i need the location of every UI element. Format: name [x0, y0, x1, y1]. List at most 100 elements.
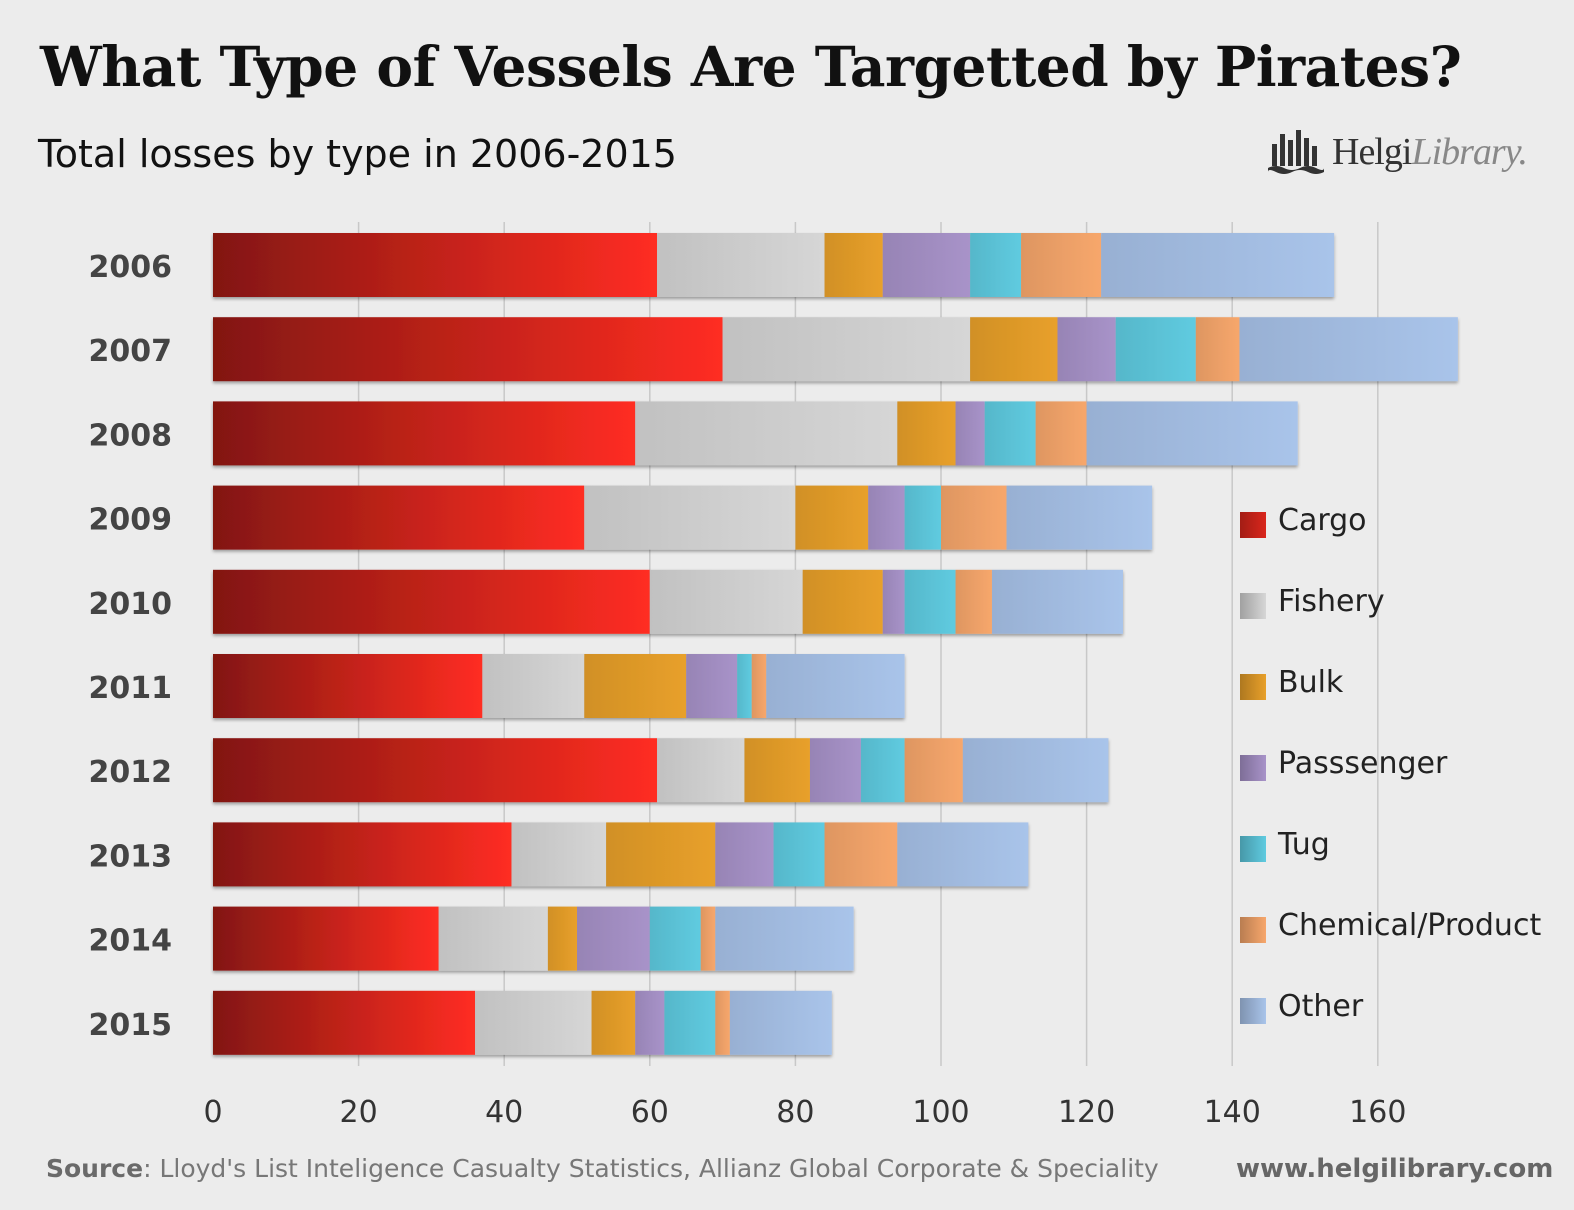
- bar-segment-bulk-2010: [802, 569, 883, 634]
- legend-swatch: [1240, 512, 1266, 538]
- bar-segment-cargo-2010: [213, 569, 650, 634]
- legend-label: Tug: [1278, 826, 1330, 862]
- bar-2014: [213, 906, 854, 971]
- legend-swatch: [1240, 917, 1266, 943]
- legend-item: Bulk: [1240, 664, 1343, 700]
- x-tick-label: 120: [1058, 1095, 1115, 1130]
- bar-segment-passsenger-2012: [809, 738, 861, 803]
- bar-segment-fishery-2011: [482, 654, 585, 718]
- bar-segment-chemical-product-2008: [1035, 401, 1087, 466]
- bar-segment-other-2006: [1101, 233, 1335, 297]
- y-tick-label: 2015: [89, 1008, 173, 1043]
- legend-label: Other: [1278, 988, 1364, 1024]
- legend-swatch: [1240, 836, 1266, 862]
- bar-segment-tug-2012: [860, 738, 905, 803]
- bar-segment-bulk-2012: [744, 738, 810, 803]
- legend-swatch: [1240, 593, 1266, 619]
- helgilibrary-logo: HelgiLibrary.: [1266, 126, 1528, 178]
- bar-2015: [213, 990, 832, 1055]
- x-tick-label: 20: [340, 1095, 378, 1130]
- legend-item: Fishery: [1240, 583, 1385, 619]
- bar-segment-passsenger-2011: [686, 654, 738, 718]
- bar-segment-cargo-2006: [213, 233, 658, 297]
- bar-segment-cargo-2015: [213, 990, 476, 1055]
- bar-segment-other-2010: [991, 569, 1123, 634]
- bar-segment-other-2015: [729, 990, 832, 1055]
- y-tick-label: 2010: [89, 587, 173, 622]
- legend-label: Fishery: [1278, 583, 1385, 619]
- bar-segment-other-2012: [962, 738, 1109, 803]
- bar-segment-passsenger-2015: [635, 990, 665, 1055]
- bar-2012: [213, 738, 1109, 803]
- legend-label: Bulk: [1278, 664, 1344, 700]
- bar-segment-bulk-2007: [970, 317, 1058, 382]
- y-tick-label: 2008: [89, 418, 173, 453]
- bar-segment-chemical-product-2007: [1195, 317, 1240, 382]
- legend-swatch: [1240, 998, 1266, 1024]
- bar-segment-other-2007: [1239, 317, 1458, 382]
- bar-segment-fishery-2006: [657, 233, 825, 297]
- y-tick-label: 2012: [89, 755, 173, 790]
- y-tick-label: 2009: [89, 503, 173, 538]
- x-tick-label: 160: [1349, 1095, 1406, 1130]
- bar-segment-other-2011: [766, 654, 905, 718]
- chart-subtitle: Total losses by type in 2006-2015: [38, 132, 677, 176]
- bar-segment-tug-2008: [984, 401, 1036, 466]
- bar-segment-chemical-product-2010: [955, 569, 992, 634]
- bar-segment-cargo-2008: [213, 401, 636, 466]
- y-tick-label: 2006: [89, 250, 173, 285]
- legend-item: Other: [1240, 988, 1363, 1024]
- bar-segment-bulk-2013: [606, 822, 716, 887]
- bar-segment-bulk-2014: [547, 906, 577, 971]
- bar-segment-chemical-product-2015: [715, 990, 730, 1055]
- bar-segment-cargo-2014: [213, 906, 439, 971]
- bar-segment-passsenger-2008: [955, 401, 985, 466]
- y-tick-label: 2014: [89, 924, 173, 959]
- bar-segment-chemical-product-2013: [824, 822, 898, 887]
- bar-segment-passsenger-2014: [577, 906, 650, 971]
- website-link[interactable]: www.helgilibrary.com: [1236, 1154, 1554, 1184]
- bar-segment-cargo-2012: [213, 738, 658, 803]
- y-tick-label: 2013: [89, 839, 173, 874]
- bar-segment-bulk-2008: [897, 401, 956, 466]
- x-tick-label: 140: [1204, 1095, 1261, 1130]
- bar-segment-other-2009: [1006, 485, 1153, 550]
- bar-segment-tug-2009: [904, 485, 941, 550]
- bar-segment-fishery-2015: [475, 990, 592, 1055]
- x-tick-label: 60: [631, 1095, 669, 1130]
- bar-segment-cargo-2013: [213, 822, 512, 887]
- bar-segment-fishery-2012: [657, 738, 745, 803]
- legend-item: Chemical/Product: [1240, 907, 1541, 943]
- bar-segment-passsenger-2006: [882, 233, 971, 297]
- helgilibrary-icon: [1268, 130, 1324, 174]
- x-tick-label: 40: [485, 1095, 523, 1130]
- bar-segment-tug-2013: [773, 822, 825, 887]
- bar-segment-tug-2015: [664, 990, 716, 1055]
- legend-item: Cargo: [1240, 502, 1367, 538]
- bar-segment-fishery-2009: [584, 485, 796, 550]
- x-tick-label: 80: [776, 1095, 814, 1130]
- bar-2006: [213, 233, 1335, 297]
- legend-swatch: [1240, 674, 1266, 700]
- bar-segment-fishery-2007: [722, 317, 971, 382]
- chart-title: What Type of Vessels Are Targetted by Pi…: [40, 34, 1462, 99]
- bar-segment-fishery-2008: [635, 401, 898, 466]
- bar-segment-tug-2010: [904, 569, 956, 634]
- bar-segment-bulk-2015: [591, 990, 636, 1055]
- bar-segment-fishery-2013: [511, 822, 607, 887]
- bar-segment-other-2013: [897, 822, 1029, 887]
- bar-segment-chemical-product-2006: [1021, 233, 1102, 297]
- logo-text: HelgiLibrary.: [1332, 131, 1528, 173]
- bar-segment-bulk-2006: [824, 233, 883, 297]
- bar-segment-bulk-2009: [795, 485, 869, 550]
- y-tick-label: 2011: [89, 671, 173, 706]
- bar-2007: [213, 317, 1458, 382]
- bar-segment-passsenger-2013: [715, 822, 774, 887]
- legend-item: Tug: [1240, 826, 1330, 862]
- legend-label: Cargo: [1278, 502, 1367, 538]
- x-tick-label: 0: [203, 1095, 222, 1130]
- bar-segment-tug-2011: [737, 654, 752, 718]
- x-tick-label: 100: [912, 1095, 969, 1130]
- bar-segment-fishery-2014: [438, 906, 548, 971]
